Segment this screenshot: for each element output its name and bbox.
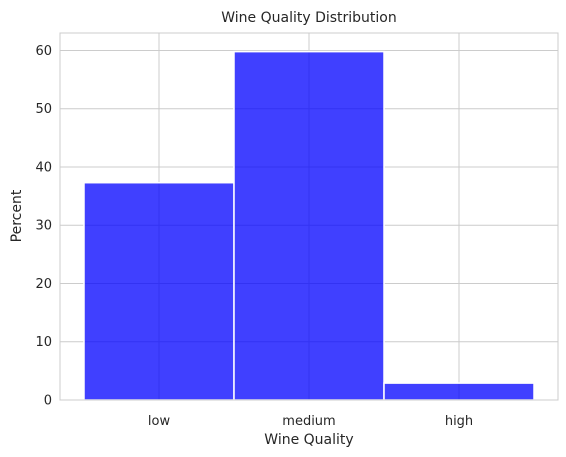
- y-tick-label-5: 50: [35, 102, 52, 117]
- x-tick-labels: low medium high: [148, 414, 473, 429]
- y-tick-label-4: 40: [35, 160, 52, 175]
- bar-low: [83, 181, 235, 401]
- y-tick-label-2: 20: [35, 277, 52, 292]
- x-tick-label-medium: medium: [282, 414, 335, 429]
- bar-high: [383, 382, 535, 401]
- y-tick-labels: 0 10 20 30 40 50 60: [35, 44, 52, 409]
- plot-frame: [59, 32, 559, 401]
- bar-medium: [233, 50, 385, 401]
- bars: [83, 50, 535, 401]
- x-axis-label: Wine Quality: [264, 432, 353, 448]
- y-axis-label: Percent: [9, 189, 25, 242]
- chart-title: Wine Quality Distribution: [221, 10, 397, 26]
- x-tick-label-low: low: [148, 414, 171, 429]
- y-tick-label-3: 30: [35, 219, 52, 234]
- y-tick-label-0: 0: [44, 394, 52, 409]
- y-tick-label-1: 10: [35, 335, 52, 350]
- y-tick-label-6: 60: [35, 44, 52, 59]
- x-tick-label-high: high: [445, 414, 473, 429]
